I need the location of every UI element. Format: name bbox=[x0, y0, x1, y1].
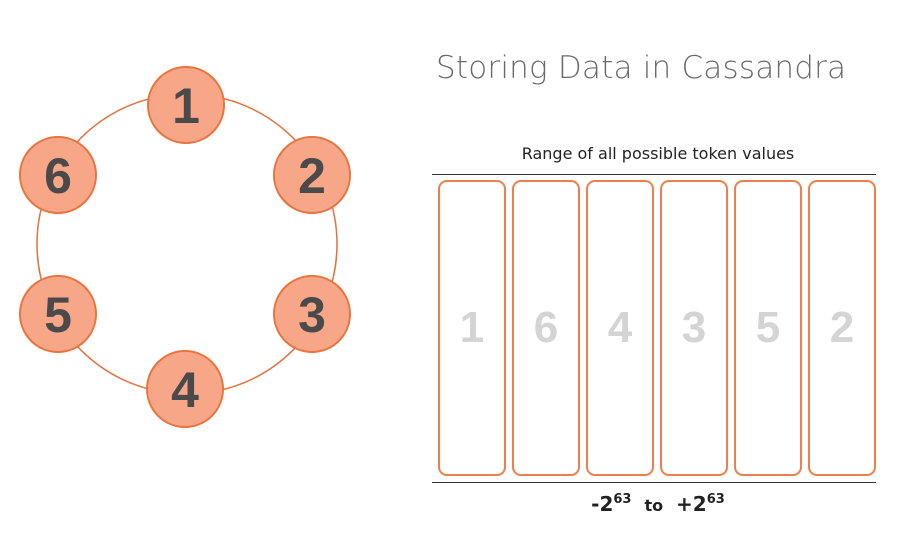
token-partitions: 1 6 4 3 5 2 bbox=[438, 180, 880, 478]
partition-slot-2-number: 6 bbox=[533, 303, 559, 352]
top-divider bbox=[432, 174, 876, 175]
partition-slot-5-number: 5 bbox=[755, 303, 781, 352]
partition-slot-6: 2 bbox=[808, 180, 876, 476]
ring-node-2: 2 bbox=[273, 136, 351, 214]
partition-slot-4-number: 3 bbox=[681, 303, 707, 352]
ring-node-3-circle bbox=[273, 275, 351, 353]
token-range-values: -263 to +263 bbox=[438, 492, 878, 516]
partition-slot-2: 6 bbox=[512, 180, 580, 476]
page-title: Storing Data in Cassandra bbox=[436, 50, 847, 86]
ring-node-5-label: 5 bbox=[44, 287, 72, 343]
ring-node-3-label: 3 bbox=[298, 287, 326, 343]
partition-slot-3: 4 bbox=[586, 180, 654, 476]
ring-node-4-circle bbox=[146, 350, 224, 428]
partition-slot-4: 3 bbox=[660, 180, 728, 476]
ring-node-6-label: 6 bbox=[44, 148, 72, 204]
token-min-base: -2 bbox=[591, 492, 614, 516]
token-max-exponent: 63 bbox=[706, 492, 725, 507]
partition-slot-6-number: 2 bbox=[829, 303, 855, 352]
ring-node-2-label: 2 bbox=[298, 148, 326, 204]
partition-slot-5: 5 bbox=[734, 180, 802, 476]
ring-node-1: 1 bbox=[147, 66, 225, 144]
ring-node-4-label: 4 bbox=[171, 362, 199, 418]
token-min-exponent: 63 bbox=[613, 492, 632, 507]
partition-slot-3-number: 4 bbox=[607, 303, 633, 352]
partition-slot-1-number: 1 bbox=[459, 303, 485, 352]
ring-node-6: 6 bbox=[19, 136, 97, 214]
token-max-base: +2 bbox=[676, 492, 707, 516]
partition-slot-1: 1 bbox=[438, 180, 506, 476]
ring-node-1-circle bbox=[147, 66, 225, 144]
ring-node-2-circle bbox=[273, 136, 351, 214]
cassandra-ring-diagram: 1 2 3 4 5 6 bbox=[19, 66, 351, 428]
ring-node-5-circle bbox=[19, 275, 97, 353]
bottom-divider bbox=[432, 482, 876, 483]
ring-node-1-label: 1 bbox=[172, 78, 200, 134]
token-range-label: Range of all possible token values bbox=[521, 144, 795, 163]
ring-node-4: 4 bbox=[146, 350, 224, 428]
token-range-to: to bbox=[644, 496, 664, 515]
ring-node-3: 3 bbox=[273, 275, 351, 353]
ring-node-5: 5 bbox=[19, 275, 97, 353]
ring-node-6-circle bbox=[19, 136, 97, 214]
